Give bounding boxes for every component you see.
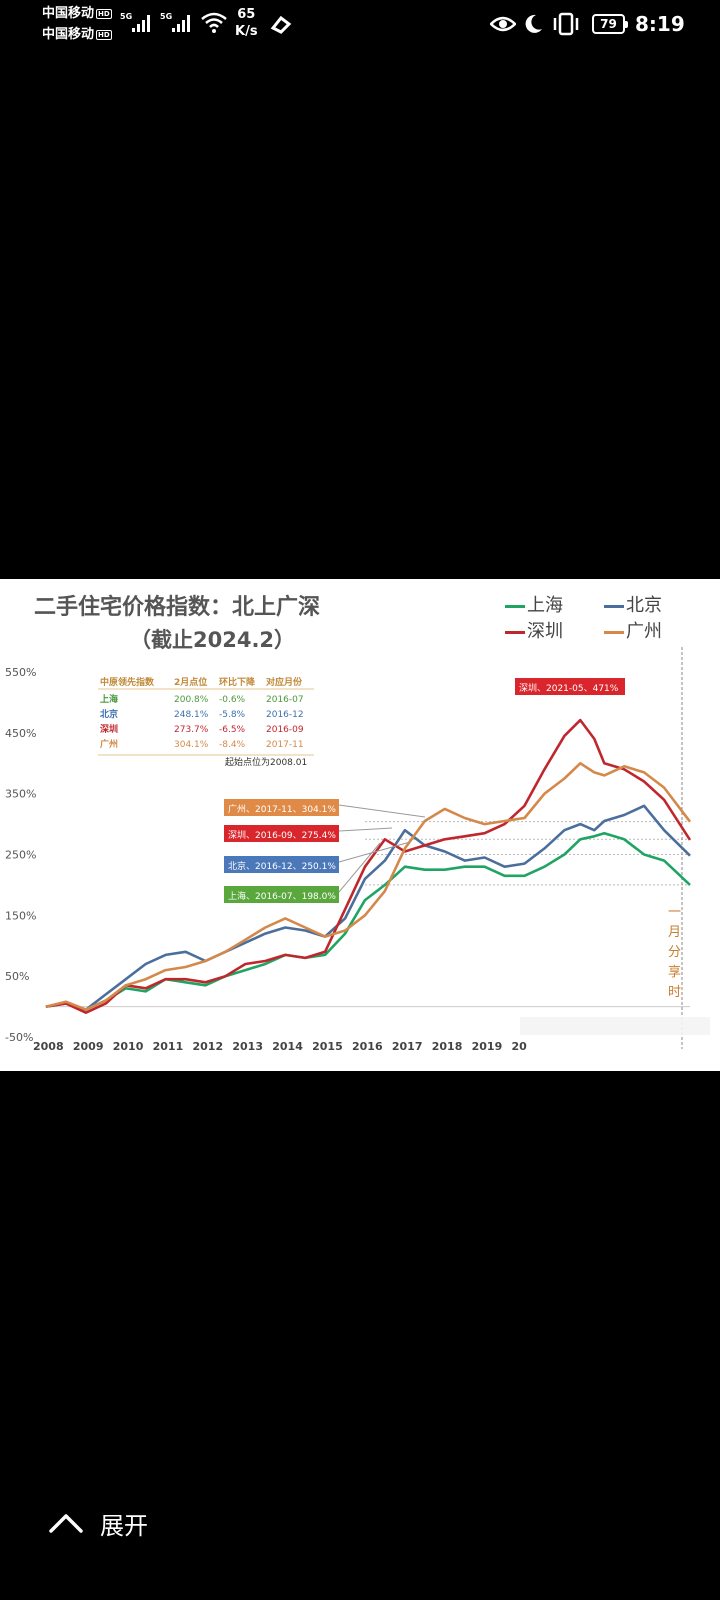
callout-label: 上海、2016-07、198.0% [228, 890, 336, 902]
table-cell: 广州 [100, 738, 118, 750]
table-note: 起始点位为2008.01 [225, 756, 307, 768]
x-tick-label: 2014 [272, 1040, 303, 1053]
callout-label: 北京、2016-12、250.1% [228, 860, 336, 872]
chevron-up-icon [49, 1514, 83, 1533]
vibrate-icon [553, 12, 579, 36]
table-cell: 上海 [100, 693, 118, 705]
x-tick-label: 2017 [392, 1040, 423, 1053]
y-tick-label: 550% [5, 666, 36, 679]
callout-leader [338, 804, 426, 818]
x-tick-label: 2018 [432, 1040, 463, 1053]
table-cell: 248.1% [174, 710, 209, 720]
callout-leader [338, 827, 393, 832]
series-line [45, 831, 691, 1011]
table-cell: 2016-09 [266, 725, 304, 735]
table-header: 环比下降 [219, 676, 256, 688]
line-chart: 550% 450% 350% 250% 150% 50% -50%2008 2009 2010 2… [5, 647, 710, 1053]
watermark-overlay [520, 1017, 710, 1035]
table-cell: -8.4% [219, 740, 246, 750]
series-line [45, 762, 692, 1011]
carrier-2: 中国移动 HD [42, 27, 112, 42]
x-tick-label: 2010 [113, 1040, 144, 1053]
series-line [45, 804, 691, 1011]
x-tick-label: 2011 [153, 1040, 184, 1053]
table-header: 对应月份 [266, 676, 303, 688]
y-tick-label: 450% [5, 727, 36, 740]
legend-beijing: 北京 [604, 591, 662, 617]
wifi-icon [201, 12, 227, 33]
y-tick-label: 150% [5, 909, 36, 922]
table-cell: 200.8% [174, 695, 209, 705]
side-note-char: 分 [668, 945, 681, 960]
callout-box [224, 856, 339, 873]
table-cell: 2017-11 [266, 740, 304, 750]
x-tick-label: 2009 [73, 1040, 104, 1053]
legend-guangzhou: 广州 [604, 617, 662, 643]
net-speed: 65 K/s [235, 7, 258, 39]
data-saver-icon [270, 15, 292, 34]
callout-label: 深圳、2016-09、275.4% [228, 830, 336, 841]
y-tick-label: 50% [5, 970, 29, 983]
x-tick-label: 2012 [193, 1040, 224, 1053]
x-tick-label: 20 [512, 1040, 528, 1053]
table-cell: 北京 [100, 708, 118, 720]
callout-leader [338, 841, 411, 863]
callout-label: 深圳、2021-05、471% [519, 683, 619, 694]
carrier-1: 中国移动 HD [42, 6, 112, 21]
series-line [45, 718, 692, 1014]
chart-image[interactable]: 二手住宅价格指数：北上广深 （截止2024.2） 上海 北京 深圳 广州 550… [0, 579, 720, 1071]
eye-icon [490, 16, 516, 32]
table-cell: -5.8% [219, 710, 246, 720]
table-cell: 2016-12 [266, 710, 304, 720]
side-note-char: 一 [668, 905, 681, 920]
side-note-char: 享 [668, 964, 681, 980]
signal-strength-icon-2: 5G [160, 12, 190, 32]
table-cell: 304.1% [174, 740, 209, 750]
x-tick-label: 2008 [33, 1040, 64, 1053]
svg-text:5G: 5G [160, 12, 172, 21]
status-bar: 中国移动 HD 中国移动 HD 5G 5G 65 K/s 79 8:19 [0, 0, 720, 48]
x-tick-label: 2016 [352, 1040, 383, 1053]
y-tick-label: -50% [5, 1031, 33, 1044]
svg-text:5G: 5G [120, 12, 132, 21]
expand-button[interactable]: 展开 [48, 1506, 208, 1542]
chart-title: 二手住宅价格指数：北上广深 [34, 595, 321, 620]
x-tick-label: 2019 [472, 1040, 503, 1053]
side-note-char: 月 [668, 925, 681, 940]
callout-label: 广州、2017-11、304.1% [228, 803, 336, 815]
battery-icon: 79 [592, 14, 628, 34]
legend-shanghai: 上海 [505, 591, 563, 617]
chart-subtitle: （截止2024.2） [130, 628, 296, 652]
table-cell: 深圳 [100, 723, 118, 735]
clock: 8:19 [635, 12, 685, 36]
x-tick-label: 2013 [232, 1040, 263, 1053]
side-note-char: 时 [668, 985, 681, 1000]
table-cell: -6.5% [219, 725, 246, 735]
table-header: 2月点位 [174, 676, 207, 688]
x-tick-label: 2015 [312, 1040, 343, 1053]
callout-box [224, 799, 339, 816]
legend-shenzhen: 深圳 [505, 617, 563, 643]
callout-box [515, 678, 625, 695]
y-tick-label: 350% [5, 788, 36, 801]
callout-box [224, 886, 339, 903]
table-header: 中原领先指数 [100, 676, 155, 688]
signal-strength-icon: 5G [120, 12, 150, 32]
expand-label: 展开 [100, 1512, 148, 1540]
table-cell: 2016-07 [266, 695, 304, 705]
table-cell: 273.7% [174, 725, 209, 735]
y-tick-label: 250% [5, 849, 36, 862]
callout-leader [338, 842, 381, 893]
table-cell: -0.6% [219, 695, 246, 705]
callout-box [224, 825, 339, 842]
moon-icon [525, 14, 542, 33]
